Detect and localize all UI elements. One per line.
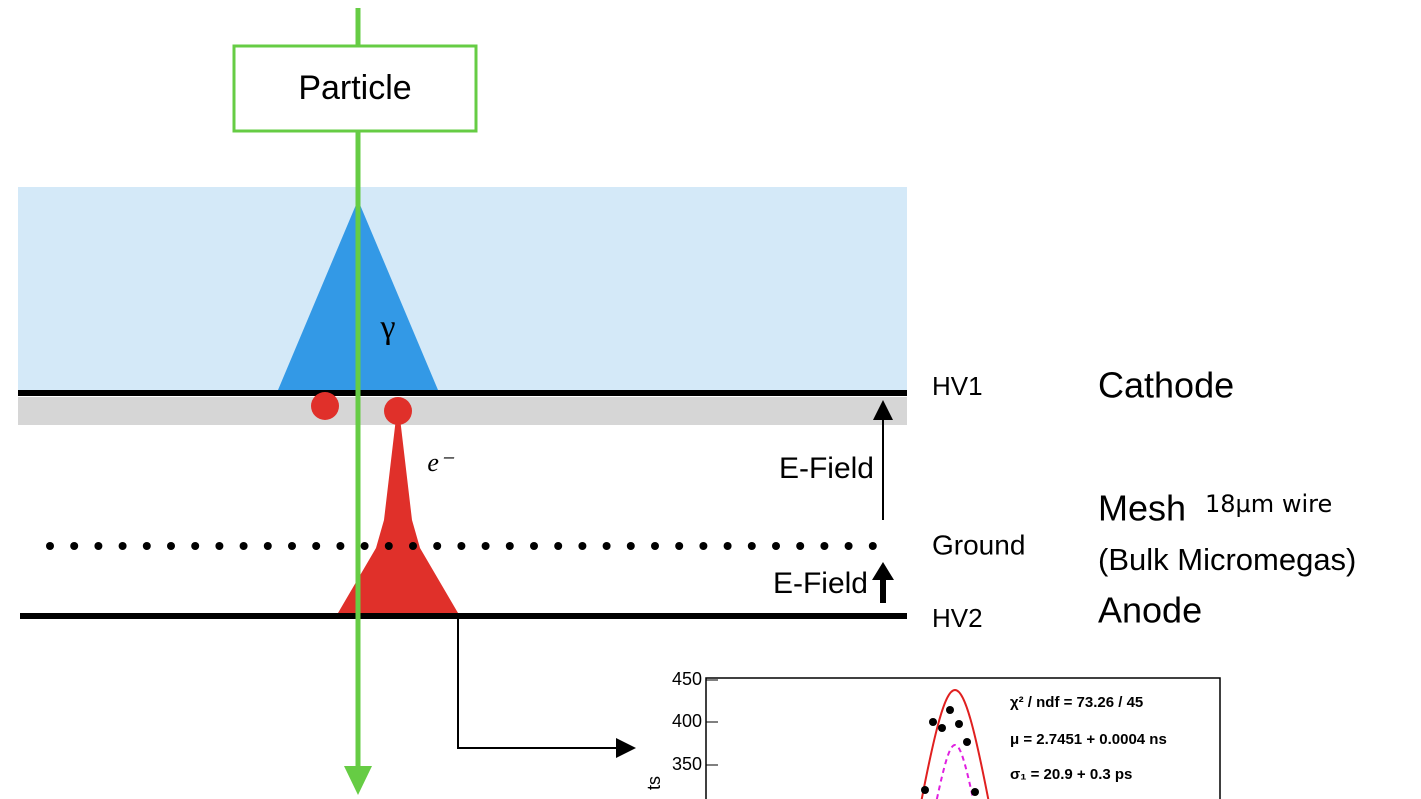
voltage-label: Ground [932, 529, 1025, 560]
electrode-name: Anode [1098, 590, 1202, 631]
diagram: Particle γ e⁻ HV1 Cathode E-Field Mesh 1… [0, 0, 1421, 799]
mesh-dot [820, 542, 828, 550]
mesh-dot [312, 542, 320, 550]
mesh-dot [288, 542, 296, 550]
mesh-dot [578, 542, 586, 550]
mesh-dot [385, 542, 393, 550]
inset-plot: 450 400 350 ts χ² / ndf = 73.26 / 45 μ = 2.74… [644, 669, 1220, 799]
mesh-dot [94, 542, 102, 550]
cathode-substrate [18, 397, 907, 425]
page: Particle γ e⁻ HV1 Cathode E-Field Mesh 1… [0, 0, 1421, 799]
mesh-dot [264, 542, 272, 550]
mesh-dot [240, 542, 248, 550]
mesh-dot [796, 542, 804, 550]
fit-stat: χ² / ndf = 73.26 / 45 [1010, 694, 1143, 711]
mesh-dot [433, 542, 441, 550]
drift-region [18, 187, 907, 393]
mesh-dot [530, 542, 538, 550]
voltage-label: HV2 [932, 603, 983, 633]
voltage-label: HV1 [932, 371, 983, 401]
mesh-dot [675, 542, 683, 550]
mesh-dot [119, 542, 127, 550]
y-tick-label: 450 [672, 669, 702, 689]
mesh-dot [482, 542, 490, 550]
mesh-dot [772, 542, 780, 550]
mesh-dot [46, 542, 54, 550]
mesh-dot [651, 542, 659, 550]
electrode-name: Mesh [1098, 488, 1186, 529]
electron-label: e⁻ [427, 448, 455, 477]
mesh-dot [627, 542, 635, 550]
field-arrow-head [872, 562, 894, 580]
mesh-dot [554, 542, 562, 550]
mesh-dot [845, 542, 853, 550]
mesh-dot [70, 542, 78, 550]
fit-stat: σ₁ = 20.9 + 0.3 ps [1010, 766, 1132, 783]
signal-line [458, 616, 626, 748]
field-label: E-Field [773, 567, 868, 600]
mesh-dot [409, 542, 417, 550]
mesh-dot [336, 542, 344, 550]
mesh-dot [699, 542, 707, 550]
y-tick-label: 400 [672, 711, 702, 731]
mesh-dot [869, 542, 877, 550]
y-axis-label: ts [644, 776, 664, 790]
y-tick-label: 350 [672, 754, 702, 774]
mesh-dot [191, 542, 199, 550]
mesh-detail: (Bulk Micromegas) [1098, 542, 1356, 577]
field-label: E-Field [779, 452, 874, 485]
electron-dot [311, 392, 339, 420]
particle-label: Particle [298, 69, 411, 107]
mesh-dot [724, 542, 732, 550]
mesh-dot [215, 542, 223, 550]
mesh-dot [361, 542, 369, 550]
particle-arrowhead [344, 766, 372, 795]
mesh-dot [457, 542, 465, 550]
mesh-dots [46, 542, 877, 550]
electrode-name: Cathode [1098, 365, 1234, 406]
photon-label: γ [379, 309, 395, 346]
mesh-dot [167, 542, 175, 550]
mesh-dot [143, 542, 151, 550]
mesh-dot [603, 542, 611, 550]
mesh-note: 18µm wire [1205, 490, 1332, 518]
mesh-dot [506, 542, 514, 550]
mesh-dot [748, 542, 756, 550]
fit-stat: μ = 2.7451 + 0.0004 ns [1010, 731, 1167, 748]
